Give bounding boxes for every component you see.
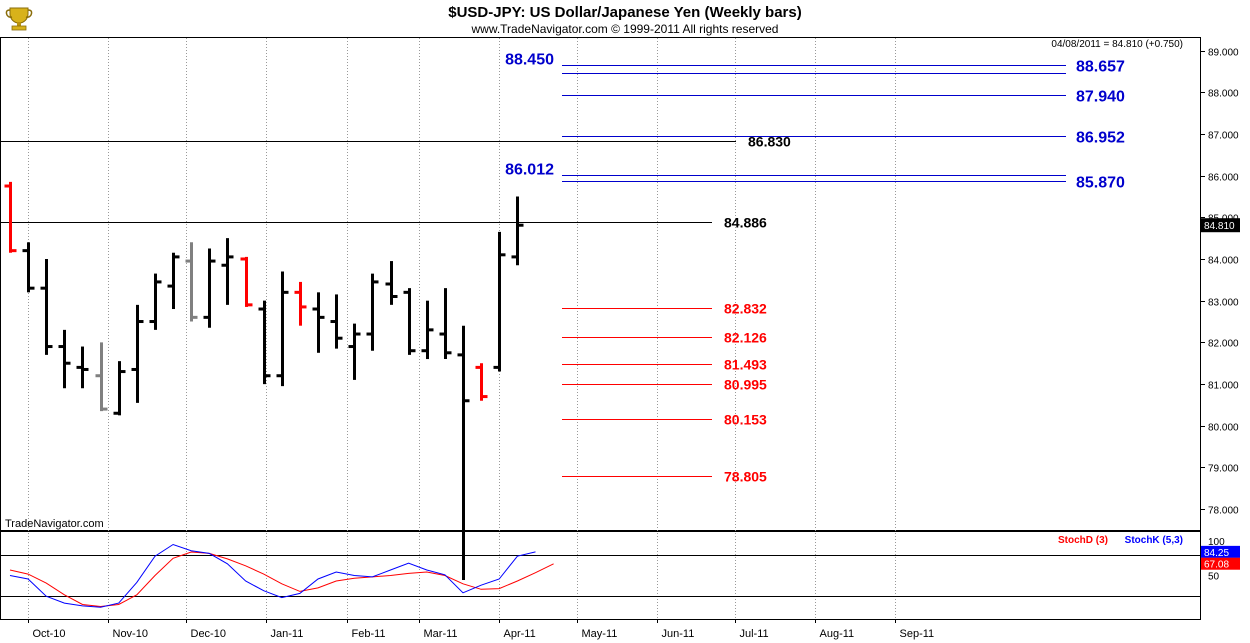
x-tick-label: Jun-11 — [662, 628, 695, 640]
stoch-tick-label: 50 — [1208, 572, 1220, 583]
horizontal-line-label: 86.830 — [748, 134, 791, 150]
price-bar — [4, 181, 17, 253]
price-bar — [330, 294, 343, 349]
stoch-line — [9, 551, 554, 608]
price-bar — [421, 300, 434, 360]
price-bar — [403, 288, 416, 355]
projection-level-label: 85.870 — [1076, 175, 1125, 192]
price-bar — [348, 323, 361, 380]
price-bar — [439, 288, 452, 360]
x-tick-label: May-11 — [582, 628, 618, 640]
price-bar — [312, 292, 325, 353]
price-bar — [258, 300, 271, 385]
price-bar — [40, 258, 53, 355]
y-tick-label: 86.000 — [1208, 173, 1239, 184]
last-price-marker — [1201, 218, 1240, 233]
projection-level-label: 88.450 — [505, 52, 554, 69]
legend-stochd: StochD (3) — [1058, 535, 1108, 546]
trophy-icon — [5, 4, 33, 32]
price-panel — [0, 37, 1201, 531]
price-bar — [203, 248, 216, 328]
price-bar — [58, 329, 71, 389]
price-levels: 88.450 88.657 87.940 86.952 86.012 85.870 86.8… — [1, 52, 1125, 485]
price-bar — [76, 346, 89, 389]
legend-stochk: StochK (5,3) — [1125, 535, 1183, 546]
retracement-level-label: 80.995 — [724, 377, 767, 393]
y-tick-label: 79.000 — [1208, 464, 1239, 475]
x-tick-label: Feb-11 — [352, 628, 386, 640]
retracement-level-label: 78.805 — [724, 469, 767, 485]
projection-level-label: 88.657 — [1076, 59, 1125, 76]
x-tick-label: Jul-11 — [740, 628, 769, 640]
price-bar — [113, 361, 126, 416]
last-price-label: 84.810 — [1204, 221, 1235, 232]
x-tick-label: Jan-11 — [271, 628, 304, 640]
price-bar — [221, 238, 234, 305]
stoch-line — [9, 543, 536, 608]
retracement-level-label: 80.153 — [724, 412, 767, 428]
watermark: TradeNavigator.com — [5, 518, 104, 530]
y-tick-label: 81.000 — [1208, 381, 1239, 392]
x-tick-label: Sep-11 — [900, 628, 935, 640]
x-tick-label: Dec-10 — [191, 628, 226, 640]
stochastic-panel — [0, 531, 1201, 620]
price-bar — [385, 261, 398, 305]
price-bar — [149, 273, 162, 330]
y-tick-label: 82.000 — [1208, 339, 1239, 350]
y-tick-label: 88.000 — [1208, 89, 1239, 100]
projection-level-label: 86.952 — [1076, 130, 1125, 147]
y-tick-label: 87.000 — [1208, 131, 1239, 142]
price-bar — [131, 304, 144, 403]
price-bar — [511, 196, 524, 266]
price-bar — [167, 252, 180, 310]
x-tick-label: Aug-11 — [820, 628, 855, 640]
x-tick-label: Oct-10 — [33, 628, 66, 640]
stochk-marker — [1201, 545, 1240, 558]
retracement-level-label: 81.493 — [724, 357, 767, 373]
y-tick-label: 78.000 — [1208, 506, 1239, 517]
y-tick-label: 89.000 — [1208, 48, 1239, 59]
chart-subtitle: www.TradeNavigator.com © 1999-2011 All r… — [471, 22, 779, 36]
projection-level-label: 87.940 — [1076, 89, 1125, 106]
price-axis: 78.000 79.000 80.000 81.000 82.000 83.000 84.0… — [1200, 48, 1240, 517]
y-tick-label: 80.000 — [1208, 423, 1239, 434]
price-bar — [240, 256, 253, 307]
x-tick-label: Apr-11 — [504, 628, 536, 640]
price-bar — [493, 231, 506, 372]
price-bar — [276, 271, 289, 387]
price-readout: 04/08/2011 = 84.810 (+0.750) — [1051, 39, 1183, 50]
price-bars — [4, 181, 524, 581]
retracement-level-label: 82.832 — [724, 301, 767, 317]
price-bar — [185, 242, 198, 322]
x-tick-label: Nov-10 — [113, 628, 148, 640]
stochk-readout: 84.25 — [1204, 548, 1229, 559]
chart-title: $USD-JPY: US Dollar/Japanese Yen (Weekly… — [448, 4, 801, 21]
x-tick-label: Mar-11 — [424, 628, 458, 640]
price-bar — [366, 273, 379, 351]
y-tick-label: 84.000 — [1208, 256, 1239, 267]
x-axis: Oct-10 Nov-10 Dec-10 Jan-11 Feb-11 Mar-11 Apr-… — [28, 619, 935, 640]
price-bar — [95, 342, 108, 412]
price-bar — [457, 325, 470, 581]
stoch-tick-label: 100 — [1208, 537, 1225, 548]
y-tick-label: 83.000 — [1208, 298, 1239, 309]
projection-level-label: 86.012 — [505, 162, 554, 179]
horizontal-line-label: 84.886 — [724, 215, 767, 231]
price-bar — [22, 242, 35, 293]
stochd-readout: 67.08 — [1204, 560, 1229, 571]
stochd-marker — [1201, 557, 1240, 570]
price-bar — [294, 281, 307, 326]
time-grid — [28, 38, 896, 619]
retracement-level-label: 82.126 — [724, 330, 767, 346]
price-bar — [475, 363, 488, 401]
